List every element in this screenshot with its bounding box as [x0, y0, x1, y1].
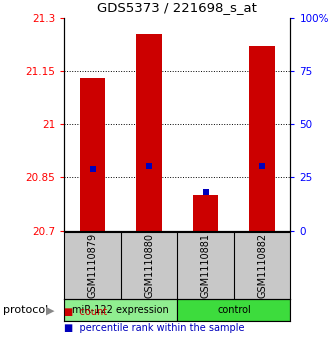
Title: GDS5373 / 221698_s_at: GDS5373 / 221698_s_at [97, 1, 257, 14]
Bar [193, 195, 218, 231]
Bar [249, 46, 275, 231]
Text: GSM1110880: GSM1110880 [144, 233, 154, 298]
Bar [136, 34, 162, 231]
Text: protocol: protocol [3, 305, 49, 315]
Text: ■  percentile rank within the sample: ■ percentile rank within the sample [64, 323, 245, 333]
Text: GSM1110882: GSM1110882 [257, 233, 267, 298]
Text: control: control [217, 305, 251, 315]
Bar [178, 299, 290, 321]
Text: ▶: ▶ [46, 305, 55, 315]
Text: GSM1110879: GSM1110879 [87, 233, 98, 298]
Text: GSM1110881: GSM1110881 [201, 233, 211, 298]
Bar [64, 299, 178, 321]
Text: ■  count: ■ count [64, 307, 108, 317]
Bar [80, 78, 105, 231]
Text: miR-122 expression: miR-122 expression [73, 305, 169, 315]
